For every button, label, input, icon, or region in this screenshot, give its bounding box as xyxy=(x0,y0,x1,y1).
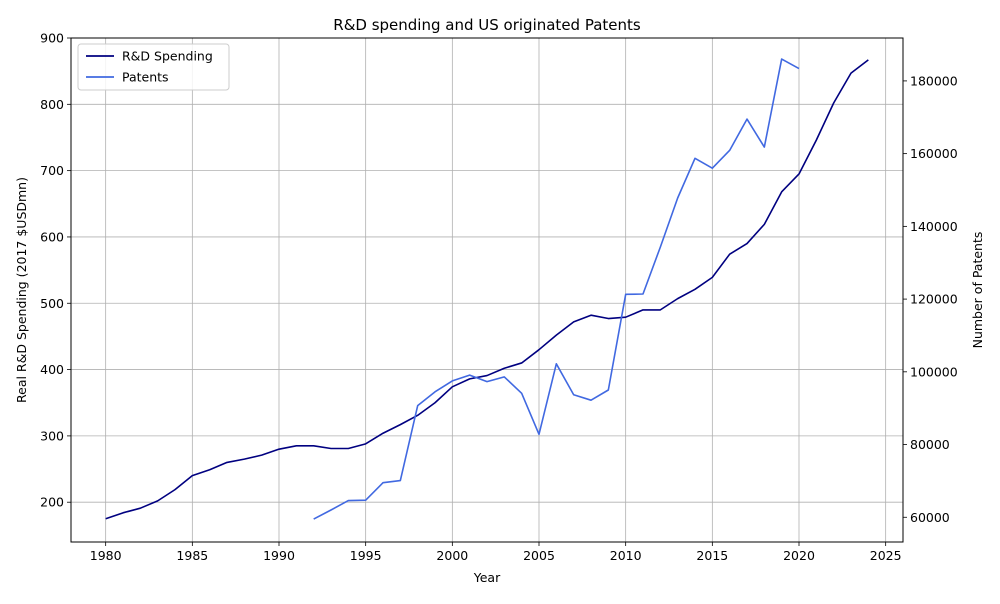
x-tick-label: 2000 xyxy=(436,548,468,563)
axes-layer: 1980 1985 1990 1995 2000 2005 2010 2015 2020 2025… xyxy=(40,31,958,564)
y-left-tick-label: 300 xyxy=(40,428,64,443)
x-tick-label: 1990 xyxy=(263,548,295,563)
y-left-tick-label: 200 xyxy=(40,495,64,510)
series-line-rd-spending xyxy=(106,60,869,519)
legend-label: R&D Spending xyxy=(122,49,213,64)
plot-frame xyxy=(71,38,903,542)
grid-layer xyxy=(71,38,903,542)
y-left-tick-label: 500 xyxy=(40,296,64,311)
y-left-tick-label: 900 xyxy=(40,31,64,46)
y-right-tick-label: 80000 xyxy=(910,437,950,452)
y-left-tick-label: 400 xyxy=(40,362,64,377)
legend-label: Patents xyxy=(122,70,169,85)
series-line-patents xyxy=(314,59,799,519)
y-axis-label-right: Number of Patents xyxy=(970,232,985,349)
x-tick-label: 2010 xyxy=(610,548,642,563)
x-axis-label: Year xyxy=(473,570,501,585)
y-right-tick-label: 120000 xyxy=(910,292,958,307)
y-right-tick-label: 160000 xyxy=(910,146,958,161)
x-tick-label: 1980 xyxy=(90,548,122,563)
x-tick-label: 2025 xyxy=(870,548,902,563)
y-right-tick-label: 60000 xyxy=(910,510,950,525)
chart-title: R&D spending and US originated Patents xyxy=(333,16,641,34)
legend: R&D Spending Patents xyxy=(78,44,229,90)
y-left-tick-label: 700 xyxy=(40,163,64,178)
y-right-tick-label: 140000 xyxy=(910,219,958,234)
x-tick-label: 2015 xyxy=(696,548,728,563)
y-left-tick-label: 800 xyxy=(40,97,64,112)
y-right-tick-label: 180000 xyxy=(910,73,958,88)
x-tick-label: 1985 xyxy=(176,548,208,563)
series-layer xyxy=(106,59,869,519)
x-tick-label: 2005 xyxy=(523,548,555,563)
y-left-tick-label: 600 xyxy=(40,229,64,244)
y-axis-label-left: Real R&D Spending (2017 $USDmn) xyxy=(14,177,29,403)
y-right-tick-label: 100000 xyxy=(910,364,958,379)
x-tick-label: 2020 xyxy=(783,548,815,563)
x-tick-label: 1995 xyxy=(350,548,382,563)
